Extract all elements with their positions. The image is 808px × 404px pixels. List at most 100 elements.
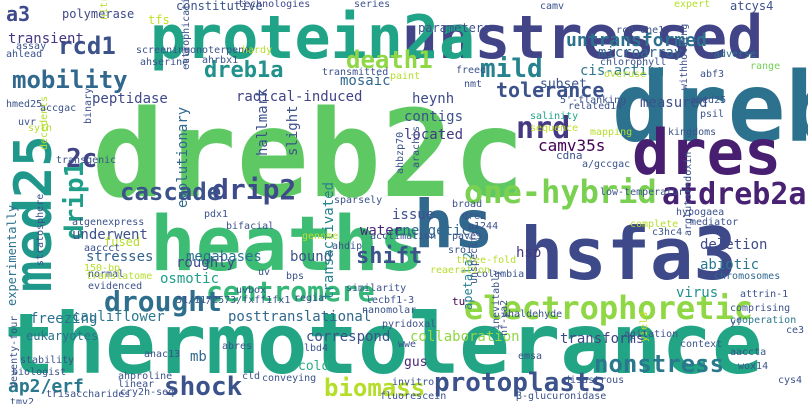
word: deletion <box>700 237 768 253</box>
word: heaths <box>150 199 425 288</box>
word: 31/11/2573/fxff1fx1 <box>176 295 291 306</box>
word: experimentally <box>5 204 19 306</box>
word: slight <box>285 105 301 156</box>
word: collaboration <box>410 329 520 345</box>
word: radical-induced <box>236 89 363 105</box>
word: 2c <box>66 144 98 174</box>
word: biomass <box>324 374 426 402</box>
word: yf <box>730 317 743 328</box>
word: dreb2c <box>92 86 526 225</box>
word: bps <box>286 271 305 282</box>
word: microarray <box>598 45 683 61</box>
word: atgenexpress <box>72 217 145 228</box>
word: tu <box>452 295 466 308</box>
word: 150-bp <box>84 263 121 274</box>
word: gus <box>404 355 428 370</box>
word: abf3 <box>700 69 725 80</box>
word: evolutionary <box>175 106 191 208</box>
word: cys4 <box>778 375 803 386</box>
word: a/gccgac <box>582 159 631 170</box>
word: abres <box>222 341 253 352</box>
word: evidenced <box>88 281 143 292</box>
word: seventy-four <box>9 315 20 388</box>
word: mapping <box>590 127 633 138</box>
word: ahaldehyde <box>502 309 563 320</box>
word: hs <box>414 186 494 263</box>
word: measured <box>640 95 708 111</box>
word: tfs <box>148 13 170 27</box>
word: kingdoms <box>668 127 717 138</box>
word: one-hybrid <box>464 173 657 211</box>
word: broad <box>452 199 483 210</box>
word: energetic <box>394 223 470 239</box>
word: sparsely <box>334 195 383 206</box>
word: eutrophication <box>181 0 192 70</box>
word: pyridoxal <box>382 319 437 330</box>
word: ap2/erf <box>8 376 84 397</box>
word: agitation <box>624 329 679 340</box>
word: assay <box>16 41 47 52</box>
word: c3hc4 <box>652 227 683 238</box>
word: emsa <box>518 351 543 362</box>
word: binary <box>83 87 94 124</box>
word: similarity <box>346 283 407 294</box>
word: cis-acting <box>580 63 665 79</box>
word: nanomolar <box>362 305 417 316</box>
word: cry2h-seq <box>120 387 175 398</box>
word: linear <box>118 379 155 390</box>
word: cauliflower <box>72 309 165 325</box>
word: protoplasts <box>434 368 607 398</box>
word: drought <box>104 285 223 318</box>
word: a3 <box>6 2 31 26</box>
word: normal <box>88 269 125 280</box>
word: range <box>750 61 781 72</box>
word: columbia <box>476 269 525 280</box>
word: comprising <box>730 303 791 314</box>
word: cooperation <box>730 315 797 326</box>
word: amed25 <box>690 95 727 106</box>
word: hsfa3 <box>520 212 737 296</box>
word: cascade <box>120 178 222 206</box>
word: rcd1 <box>58 32 116 60</box>
word: uvbox <box>236 285 267 296</box>
word: protein2a <box>150 3 476 73</box>
word: issue <box>392 207 435 223</box>
word: nonstress <box>594 350 725 378</box>
word: hypogaea <box>676 207 725 218</box>
word: stability <box>20 355 75 366</box>
word: dreb <box>612 52 808 164</box>
word: hmed25 <box>6 99 43 110</box>
word: accgac <box>40 103 77 114</box>
word: parameters <box>418 21 491 35</box>
word: lecbf1-3 <box>366 295 415 306</box>
word: transmitted <box>322 67 389 78</box>
word: hardy <box>242 45 273 56</box>
word: related14 <box>568 101 623 112</box>
word: tmv2 <box>10 397 35 404</box>
word: attrin-1 <box>740 289 789 300</box>
word: stratosphere <box>35 193 46 266</box>
word: correspond <box>306 329 391 345</box>
word: shock <box>164 372 243 402</box>
word: death1 <box>346 46 433 74</box>
word: atdreb2a <box>662 177 807 212</box>
word: camv35s <box>538 136 606 155</box>
word: unstressed <box>402 3 764 73</box>
word: overuse <box>604 69 647 80</box>
word: hallmark <box>255 88 271 156</box>
word: chromosomes <box>714 271 781 282</box>
word: shift <box>356 244 423 269</box>
word: located <box>404 127 464 143</box>
word: mediator <box>690 217 739 228</box>
word: constitutive <box>176 0 263 13</box>
word: ahdip <box>332 241 363 252</box>
word: dres <box>632 116 782 189</box>
word: ahproline <box>118 371 173 382</box>
word: camv <box>540 1 565 12</box>
word: transforms <box>560 331 645 347</box>
word: dre2 <box>462 211 487 222</box>
word: series <box>354 0 391 10</box>
word: untransformed <box>566 30 707 51</box>
word: conveying <box>262 373 317 384</box>
word: disastrous <box>564 375 625 386</box>
